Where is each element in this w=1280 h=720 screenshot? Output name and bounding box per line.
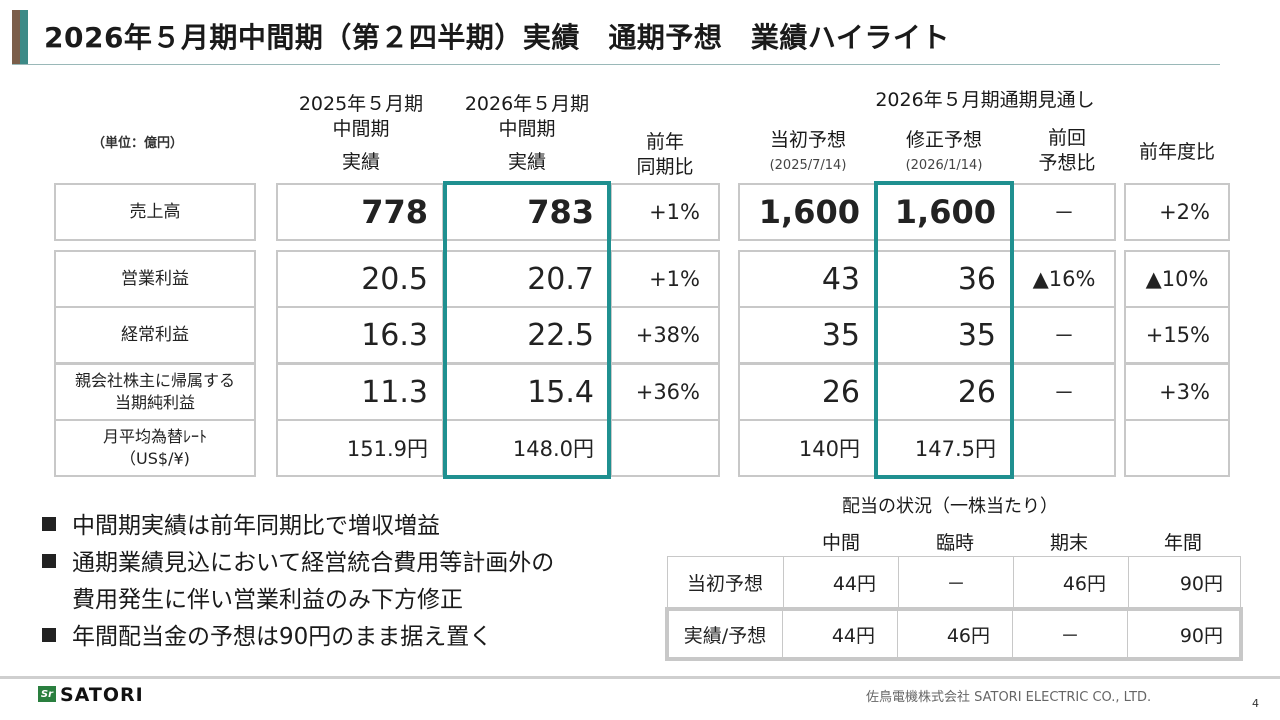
op-vs-prev: ▲16% xyxy=(1012,250,1116,308)
dividend-header-annual: 年間 xyxy=(1163,532,1202,554)
dividend-value: － xyxy=(1060,624,1080,647)
header-cur-half: 2026年５月期 中間期 実績 xyxy=(464,93,590,173)
bullet-square-icon xyxy=(42,517,56,531)
op-initial: 43 xyxy=(738,250,876,308)
header-initial: 当初予想 (2025/7/14) xyxy=(769,129,847,173)
dividend-row-label: 当初予想 xyxy=(686,572,763,595)
header-vs-last-year: 前年度比 xyxy=(1138,141,1215,163)
row-label-net-income: 親会社株主に帰属する 当期純利益 xyxy=(54,363,256,421)
dividend-header-interim: 中間 xyxy=(821,532,860,554)
dividend-divider xyxy=(782,611,783,657)
row-label-sales: 売上高 xyxy=(54,183,256,241)
header-prev-half: 2025年５月期 中間期 実績 xyxy=(298,93,424,173)
sales-prev: 778 xyxy=(276,183,444,241)
header-yoy: 前年 同期比 xyxy=(636,131,694,178)
header-revised: 修正予想 (2026/1/14) xyxy=(905,129,983,173)
ord-cur: 22.5 xyxy=(444,306,610,364)
net-yoy: +36% xyxy=(610,363,720,421)
dividend-divider xyxy=(783,557,784,607)
ord-prev: 16.3 xyxy=(276,306,444,364)
dividend-value: 46円 xyxy=(946,624,990,647)
bullet-3: 年間配当金の予想は90円のまま据え置く xyxy=(42,619,492,656)
dividend-divider xyxy=(1128,557,1129,607)
op-yoy: +1% xyxy=(610,250,720,308)
dividend-header-yearend: 期末 xyxy=(1049,532,1088,554)
unit-label: （単位：億円） xyxy=(92,136,184,151)
page-title: 2026年５月期中間期（第２四半期）実績 通期予想 業績ハイライト xyxy=(44,21,950,54)
net-vs-prev: － xyxy=(1012,363,1116,421)
sales-cur: 783 xyxy=(444,183,610,241)
page-number: 4 xyxy=(1252,697,1259,710)
sales-initial: 1,600 xyxy=(738,183,876,241)
dividend-row-label: 実績/予想 xyxy=(683,624,767,647)
ord-vs-prev: － xyxy=(1012,306,1116,364)
fx-prev: 151.9円 xyxy=(276,419,444,477)
dividend-row-actual: 実績/予想 44円 46円 － 90円 xyxy=(665,607,1243,661)
title-accent-bar-teal xyxy=(20,10,28,64)
sales-revised: 1,600 xyxy=(876,183,1012,241)
dividend-value: 46円 xyxy=(1062,572,1106,595)
op-vs-ly: ▲10% xyxy=(1124,250,1230,308)
net-revised: 26 xyxy=(876,363,1012,421)
satori-logo-text: SATORI xyxy=(60,684,144,706)
footer-divider xyxy=(0,676,1280,679)
row-label-fx-rate: 月平均為替ﾚｰﾄ （US$/¥) xyxy=(54,419,256,477)
dividend-divider xyxy=(1012,611,1013,657)
net-prev: 11.3 xyxy=(276,363,444,421)
satori-logo-icon: Sr xyxy=(38,686,56,702)
bullet-1: 中間期実績は前年同期比で増収増益 xyxy=(42,508,440,545)
fx-vs-ly xyxy=(1124,419,1230,477)
op-cur: 20.7 xyxy=(444,250,610,308)
dividend-divider xyxy=(898,557,899,607)
ord-yoy: +38% xyxy=(610,306,720,364)
net-initial: 26 xyxy=(738,363,876,421)
row-label-operating-profit: 営業利益 xyxy=(54,250,256,308)
company-name: 佐鳥電機株式会社 SATORI ELECTRIC CO., LTD. xyxy=(866,690,1152,705)
fx-cur: 148.0円 xyxy=(444,419,610,477)
dividend-divider xyxy=(1127,611,1128,657)
fx-initial: 140円 xyxy=(738,419,876,477)
title-accent-bar xyxy=(12,10,20,64)
bullet-2: 通期業績見込において経営統合費用等計画外の xyxy=(42,545,554,582)
op-prev: 20.5 xyxy=(276,250,444,308)
dividend-divider xyxy=(1013,557,1014,607)
title-divider xyxy=(12,64,1220,65)
dividend-row-initial: 当初予想 44円 － 46円 90円 xyxy=(667,556,1241,608)
dividend-value: 44円 xyxy=(832,572,876,595)
sales-yoy: +1% xyxy=(610,183,720,241)
dividend-value: 90円 xyxy=(1179,572,1223,595)
highlight-revised-forecast xyxy=(874,181,1014,479)
net-vs-ly: +3% xyxy=(1124,363,1230,421)
dividend-value: 90円 xyxy=(1179,624,1223,647)
net-cur: 15.4 xyxy=(444,363,610,421)
sales-vs-ly: +2% xyxy=(1124,183,1230,241)
ord-initial: 35 xyxy=(738,306,876,364)
dividend-divider xyxy=(897,611,898,657)
dividend-value: － xyxy=(946,572,966,595)
bullet-square-icon xyxy=(42,628,56,642)
header-full-year: 2026年５月期通期見通し xyxy=(875,89,1095,111)
ord-vs-ly: +15% xyxy=(1124,306,1230,364)
sales-vs-prev: － xyxy=(1012,183,1116,241)
header-vs-prev: 前回 予想比 xyxy=(1038,127,1096,174)
dividend-value: 44円 xyxy=(831,624,875,647)
fx-vs-prev xyxy=(1012,419,1116,477)
dividend-title: 配当の状況（一株当たり） xyxy=(842,496,1058,517)
row-label-ordinary-profit: 経常利益 xyxy=(54,306,256,364)
highlight-current-half xyxy=(443,181,611,479)
bullet-2-cont: 費用発生に伴い営業利益のみ下方修正 xyxy=(72,587,463,613)
fx-yoy xyxy=(610,419,720,477)
dividend-header-special: 臨時 xyxy=(935,532,974,554)
bullet-square-icon xyxy=(42,554,56,568)
